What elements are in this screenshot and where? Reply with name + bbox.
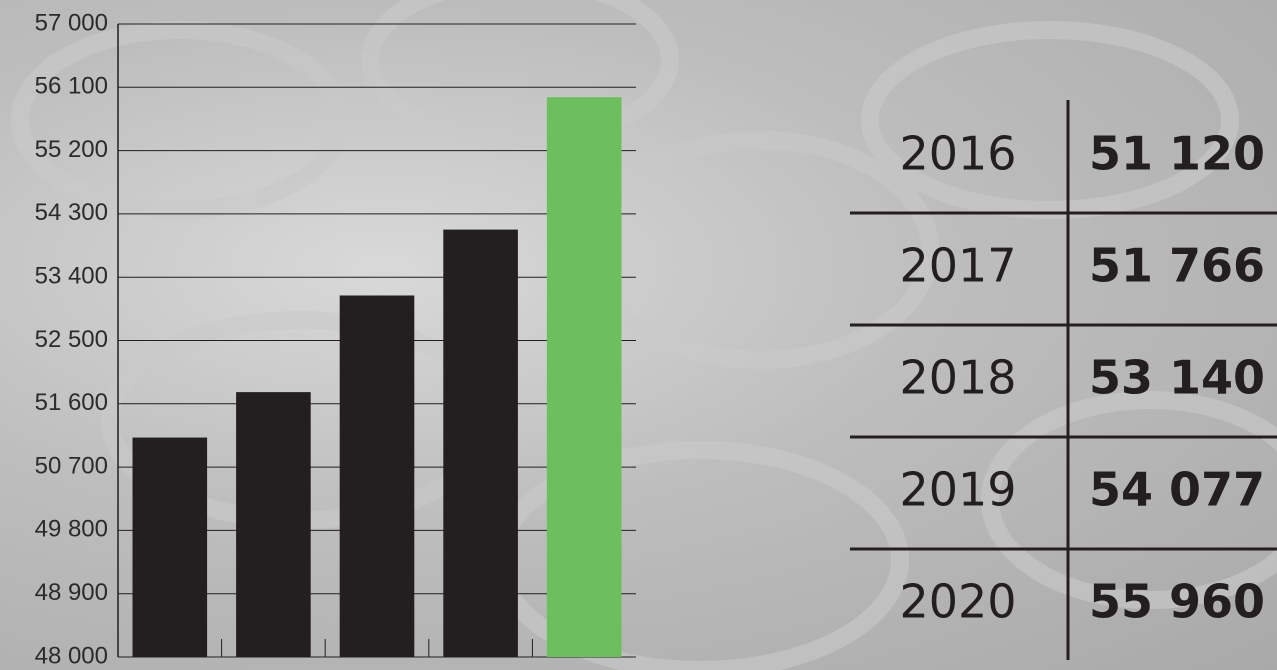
y-tick-label: 56 100 <box>35 73 108 100</box>
y-tick-label: 55 200 <box>35 136 108 163</box>
table-year: 2019 <box>899 463 1016 517</box>
table-year: 2017 <box>899 239 1016 293</box>
bar <box>443 229 518 657</box>
table-value: 51 120 <box>1089 127 1265 181</box>
y-tick-label: 50 700 <box>35 452 108 479</box>
bar <box>132 437 208 657</box>
tire-shape <box>981 391 1277 609</box>
background-texture <box>11 0 1277 670</box>
tire-shape <box>11 21 349 219</box>
y-tick-label: 57 000 <box>35 9 108 36</box>
y-tick-label: 52 500 <box>35 326 108 353</box>
table-value: 54 077 <box>1089 463 1265 517</box>
bar <box>546 97 622 657</box>
y-tick-label: 51 600 <box>35 389 108 416</box>
table-year: 2016 <box>899 127 1016 181</box>
tire-shape <box>361 0 679 149</box>
y-tick-label: 48 900 <box>35 579 108 606</box>
y-tick-label: 49 800 <box>35 516 108 543</box>
tire-shape <box>861 21 1239 219</box>
y-tick-label: 54 300 <box>35 199 108 226</box>
bar <box>339 295 415 657</box>
tire-shape <box>581 131 939 369</box>
y-tick-label: 53 400 <box>35 263 108 290</box>
table-value: 55 960 <box>1089 575 1265 629</box>
table-value: 51 766 <box>1089 239 1265 293</box>
table-year: 2020 <box>899 575 1016 629</box>
table-year: 2018 <box>899 351 1016 405</box>
bar <box>236 392 311 657</box>
table-value: 53 140 <box>1089 351 1265 405</box>
y-tick-label: 48 000 <box>35 642 108 669</box>
